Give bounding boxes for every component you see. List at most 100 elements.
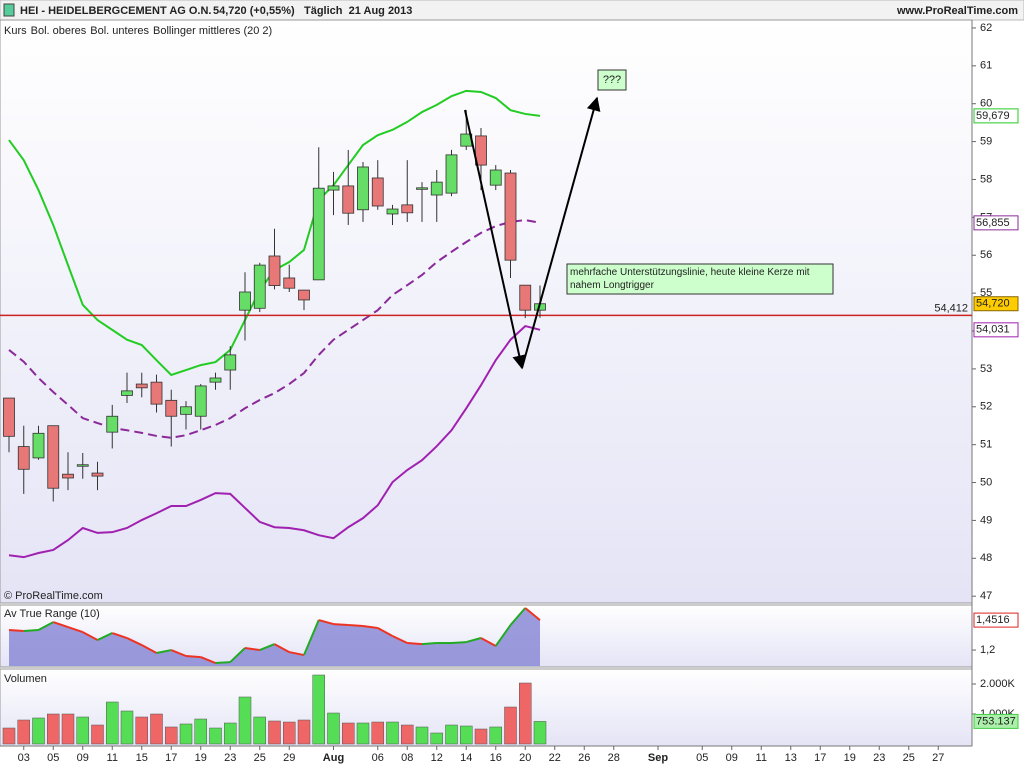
y-tick-label: 56 [980, 249, 992, 261]
x-tick-label: 22 [549, 752, 561, 764]
legend-label: Bol. oberes [31, 25, 87, 37]
band-line [8, 219, 541, 439]
value-tag [973, 322, 1019, 338]
value-tag-label: 1,4516 [976, 614, 1010, 626]
panel-title: Av True Range (10) [4, 608, 100, 620]
volume-bar [179, 723, 193, 745]
volume-bar [371, 721, 384, 745]
y-tick-label: 62 [980, 22, 992, 34]
volume-bar [386, 721, 399, 745]
y-tick-label: 47 [980, 590, 992, 602]
x-tick-label: 26 [578, 752, 590, 764]
y-tick-label: 52 [980, 401, 992, 413]
volume-bar [253, 716, 266, 745]
candle-body [165, 399, 178, 417]
candle-body [194, 385, 207, 417]
value-tag [973, 296, 1019, 312]
atr-segment [23, 629, 39, 632]
candle-body [135, 383, 148, 389]
support-label: 54,412 [934, 302, 968, 314]
value-tag-label: 56,855 [976, 217, 1010, 229]
volume-bar [47, 713, 60, 745]
candle-body [121, 390, 133, 396]
candle-body [312, 187, 325, 281]
x-tick-label: 25 [903, 752, 915, 764]
copyright: © ProRealTime.com [4, 590, 103, 602]
volume-bar [238, 696, 252, 745]
y-tick-label: 58 [980, 173, 992, 185]
atr-segment [244, 647, 260, 652]
candle-body [519, 284, 532, 311]
volume-bar [283, 721, 296, 745]
value-tag-label: 54,031 [976, 324, 1010, 336]
volume-bar [32, 717, 45, 745]
x-tick-label: 19 [844, 752, 856, 764]
y-tick-label: 51 [980, 439, 992, 451]
x-tick-label: 06 [372, 752, 384, 764]
volume-bar [460, 725, 473, 745]
volume-bar [356, 722, 370, 745]
x-tick-label: 17 [814, 752, 826, 764]
y-tick-label: 55 [980, 287, 992, 299]
x-tick-label: 23 [224, 752, 236, 764]
value-tag [973, 713, 1019, 729]
candle-body [62, 473, 74, 479]
atr-segment [82, 631, 98, 641]
y-tick-label: 2.000K [980, 678, 1016, 690]
candle-body [47, 425, 60, 489]
candle-body [283, 277, 296, 289]
candle-body [150, 381, 163, 405]
atr-segment [215, 661, 231, 665]
volume-bar [165, 726, 178, 745]
y-tick-label: 49 [980, 514, 992, 526]
atr-segment [480, 637, 497, 647]
atr-segment [185, 655, 201, 659]
candle-body [416, 187, 428, 190]
header-title: HEI - HEIDELBERGCEMENT AG O.N. [20, 5, 212, 17]
value-tag-label: 59,679 [976, 110, 1010, 122]
atr-segment [509, 607, 527, 626]
annotation: mehrfache Unterstützungslinie, heute kle… [570, 267, 810, 291]
atr-area [9, 608, 540, 666]
x-tick-label: 03 [18, 752, 30, 764]
price-panel [0, 19, 973, 604]
legend-label: Bol. unteres [90, 25, 149, 37]
atr-segment [229, 647, 246, 663]
value-tag-label: 753.137 [976, 715, 1016, 727]
atr-segment [52, 621, 69, 629]
annotation: ??? [603, 74, 621, 86]
candle-body [3, 397, 15, 437]
y-tick-label: 60 [980, 98, 992, 110]
x-tick-label: Aug [323, 752, 344, 764]
y-tick-label: 1,2 [980, 644, 995, 656]
volume-bar [445, 724, 458, 745]
atr-segment [392, 635, 408, 644]
volume-bar [135, 716, 148, 745]
y-tick-label: 53 [980, 363, 992, 375]
x-tick-label: 05 [696, 752, 708, 764]
volume-bar [327, 712, 340, 745]
atr-segment [421, 642, 437, 646]
x-tick-label: 14 [460, 752, 472, 764]
volume-bar [209, 727, 222, 745]
atr-segment [524, 607, 541, 621]
arrow-down [464, 109, 527, 370]
volume-bar [2, 727, 16, 745]
candle-body [224, 354, 237, 371]
value-tag [973, 612, 1019, 628]
value-tag [973, 108, 1019, 124]
candle-body [253, 264, 266, 309]
annotation-box [597, 69, 627, 91]
volume-bar [415, 726, 429, 745]
atr-segment [141, 644, 157, 654]
candle-body [357, 166, 369, 211]
x-tick-label: 23 [873, 752, 885, 764]
atr-segment [8, 629, 24, 632]
candle-body [342, 185, 355, 214]
header-period: Täglich 21 Aug 2013 [304, 5, 412, 17]
volume-bar [61, 713, 75, 745]
x-tick-label: 15 [136, 752, 148, 764]
volume-bar [533, 721, 547, 745]
candle-body [475, 135, 487, 166]
